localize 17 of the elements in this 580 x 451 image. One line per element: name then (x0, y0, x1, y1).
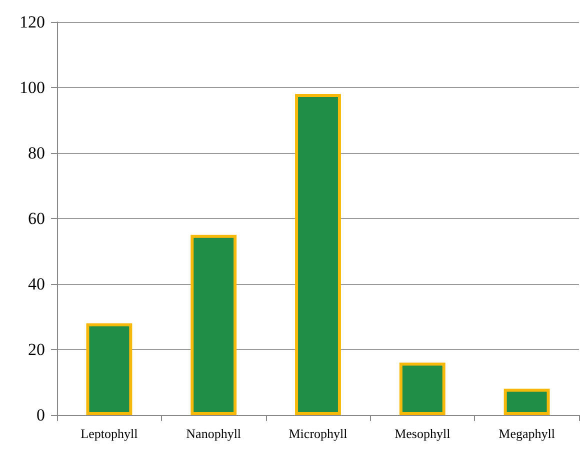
x-tick-label: Nanophyll (186, 426, 242, 441)
x-tick-label: Microphyll (288, 426, 348, 441)
bar (504, 388, 550, 415)
bar (86, 323, 132, 415)
y-tick-label: 60 (28, 209, 45, 228)
y-tick-label: 20 (28, 340, 45, 359)
x-tick-label: Mesophyll (394, 426, 451, 441)
y-tick-label: 100 (20, 78, 45, 97)
bar (190, 234, 237, 415)
y-tick-label: 120 (20, 12, 45, 32)
y-tick-label: 80 (28, 144, 45, 162)
x-tick-label: Leptophyll (80, 426, 138, 441)
y-tick-label: 40 (28, 274, 45, 294)
x-tick-label: Megaphyll (498, 426, 556, 441)
bar (295, 94, 341, 415)
y-tick-label: 0 (36, 406, 45, 424)
bar (399, 362, 446, 415)
